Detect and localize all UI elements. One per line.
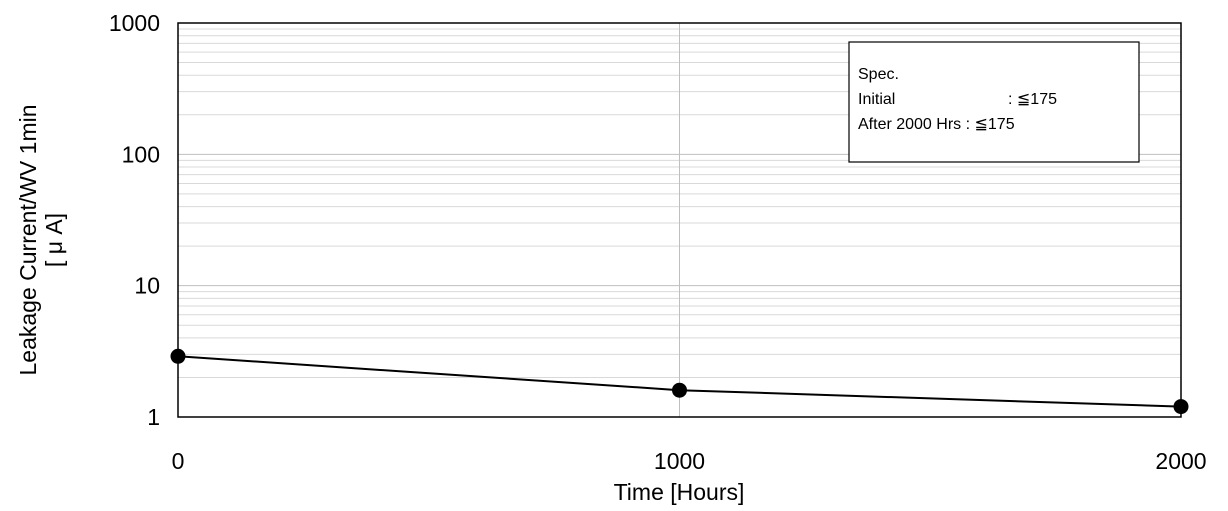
y-axis-title-line-2: [ μ A] (41, 213, 67, 267)
y-tick-label: 100 (122, 141, 160, 167)
x-tick-label: 1000 (654, 448, 705, 474)
plot-frame (177, 22, 1182, 418)
y-tick-label: 1000 (109, 10, 160, 36)
y-tick-label: 1 (147, 404, 160, 430)
y-axis-title-line-1: Leakage Current/WV 1min (15, 104, 41, 375)
data-point (672, 382, 687, 398)
series-points (170, 348, 1189, 415)
y-tick-label: 10 (134, 273, 160, 299)
data-point (170, 348, 186, 364)
spec-initial-value: : ≦175 (1008, 91, 1057, 108)
spec-box: Spec. Initial : ≦175 After 2000 Hrs : ≦1… (848, 41, 1140, 163)
spec-title: Spec. (858, 66, 899, 83)
spec-box-frame (848, 41, 1140, 163)
data-point (1173, 399, 1189, 415)
spec-after-2000: After 2000 Hrs : ≦175 (858, 116, 1015, 133)
x-tick-label: 0 (172, 448, 185, 474)
spec-initial-label: Initial (858, 91, 895, 108)
x-axis-title: Time [Hours] (614, 479, 745, 505)
y-axis-title: Leakage Current/WV 1min [ μ A] (15, 104, 67, 375)
x-tick-label: 2000 (1155, 448, 1206, 474)
